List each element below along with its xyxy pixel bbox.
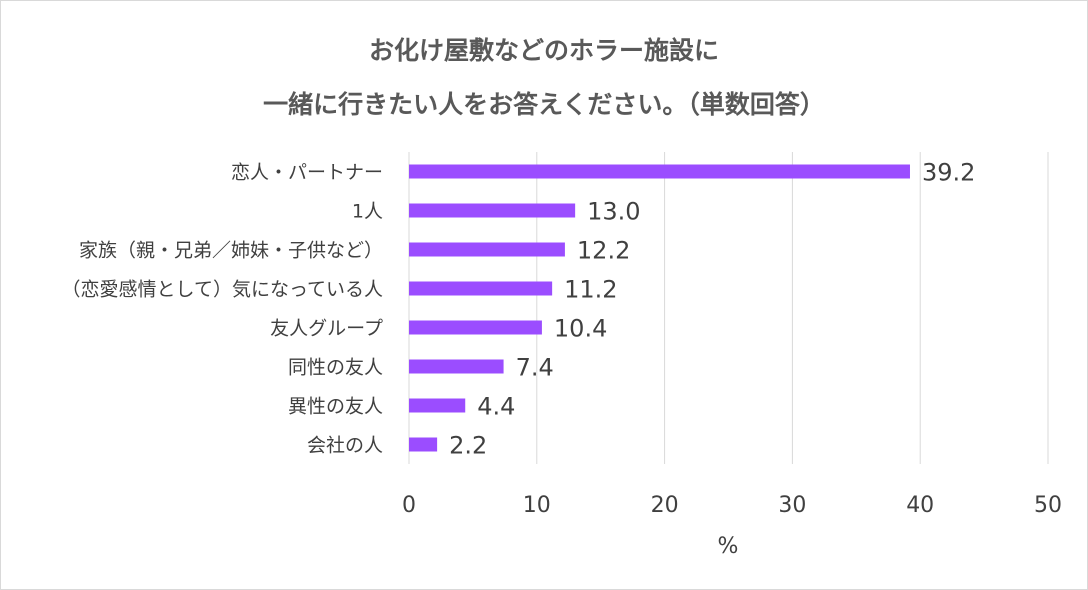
x-tick-label: 20 [651,493,679,518]
category-label: 会社の人 [307,435,383,457]
category-label: （恋愛感情として）気になっている人 [62,279,383,301]
data-label: 10.4 [554,315,607,343]
bar [409,281,553,296]
data-label: 11.2 [564,276,617,304]
x-tick-label: 40 [906,493,934,518]
category-label: 恋人・パートナー [231,162,383,184]
data-label: 12.2 [577,237,630,265]
bar [409,359,504,374]
chart-title: お化け屋敷などのホラー施設に 一緒に行きたい人をお答えください。（単数回答） [0,24,1088,132]
data-label: 39.2 [922,159,975,187]
bars [409,164,910,452]
bar [409,242,565,257]
value-labels: 39.2 13.0 12.2 11.2 10.47.44.4 2.2 [449,159,975,460]
x-tick-label: 10 [523,493,551,518]
x-tick-label: 0 [402,493,416,518]
category-label: 1人 [352,201,383,223]
category-label: 友人グループ [270,318,383,340]
chart-title-line-1: お化け屋敷などのホラー施設に [368,36,719,65]
bar [409,164,910,179]
category-label: 同性の友人 [288,357,383,379]
category-label: 家族（親・兄弟／姉妹・子供など） [79,240,383,262]
bar [409,203,576,218]
x-tick-labels: 0 10 20 30 40 50 [402,493,1062,518]
data-label: 2.2 [449,432,487,460]
x-axis-title: % [718,534,739,559]
chart-title-line-2: 一緒に行きたい人をお答えください。（単数回答） [263,90,825,119]
data-label: 4.4 [477,393,515,421]
data-label: 13.0 [587,198,640,226]
x-tick-label: 50 [1034,493,1062,518]
bar [409,398,466,413]
category-label: 異性の友人 [288,396,383,418]
bar [409,320,542,335]
bar [409,437,438,452]
x-tick-label: 30 [778,493,806,518]
data-label: 7.4 [516,354,554,382]
